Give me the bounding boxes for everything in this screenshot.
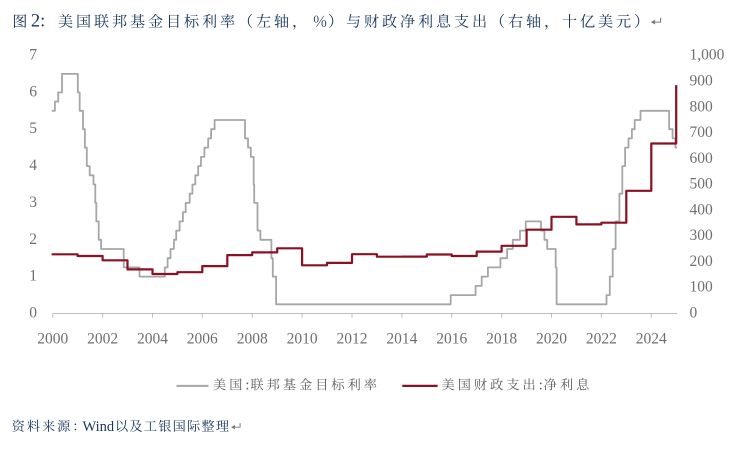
svg-text:Wind: Wind (83, 419, 115, 435)
svg-text:100: 100 (690, 279, 714, 296)
svg-text:2018: 2018 (486, 331, 517, 348)
svg-text:1: 1 (29, 268, 37, 285)
svg-text:600: 600 (690, 150, 714, 167)
svg-text:2016: 2016 (436, 331, 467, 348)
svg-text:2000: 2000 (37, 331, 68, 348)
svg-text:2024: 2024 (636, 331, 667, 348)
svg-text:4: 4 (29, 157, 37, 174)
svg-text::: : (245, 377, 249, 393)
svg-text:3: 3 (29, 194, 37, 211)
svg-text:2010: 2010 (287, 331, 318, 348)
svg-text:2020: 2020 (536, 331, 567, 348)
svg-text:900: 900 (690, 73, 714, 90)
svg-text:2:: 2: (31, 12, 45, 32)
svg-text:6: 6 (29, 83, 37, 100)
svg-text:0: 0 (690, 305, 698, 322)
svg-text:800: 800 (690, 98, 714, 115)
svg-text:5: 5 (29, 120, 37, 137)
svg-text:2012: 2012 (337, 331, 368, 348)
svg-text:2014: 2014 (386, 331, 417, 348)
svg-text:500: 500 (690, 176, 714, 193)
svg-text::: : (539, 377, 543, 393)
svg-text:2008: 2008 (237, 331, 268, 348)
svg-text:2002: 2002 (87, 331, 118, 348)
svg-text:700: 700 (690, 124, 714, 141)
svg-text:7: 7 (29, 47, 37, 64)
svg-text:1,000: 1,000 (690, 47, 725, 64)
svg-text:300: 300 (690, 227, 714, 244)
svg-text:2: 2 (29, 231, 37, 248)
svg-text:2006: 2006 (187, 331, 218, 348)
svg-text:0: 0 (29, 305, 37, 322)
svg-text:200: 200 (690, 253, 714, 270)
svg-text:2022: 2022 (586, 331, 617, 348)
svg-text:400: 400 (690, 201, 714, 218)
svg-text:2004: 2004 (137, 331, 168, 348)
